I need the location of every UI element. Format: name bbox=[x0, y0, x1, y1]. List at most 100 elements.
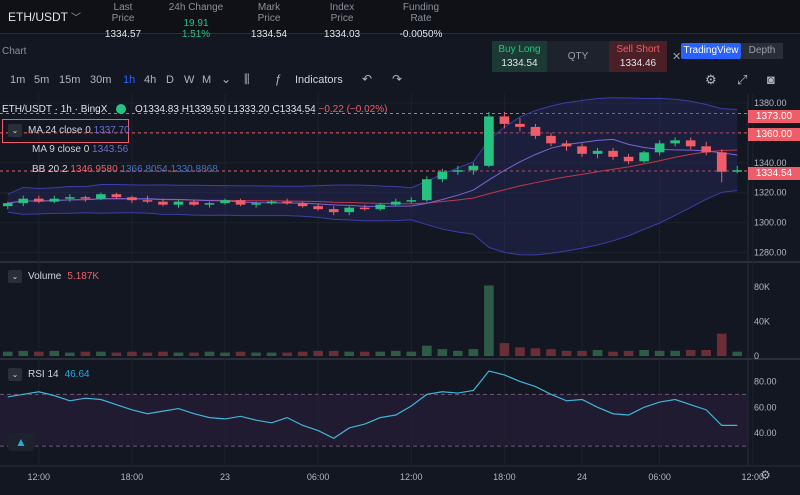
volume-bar bbox=[142, 352, 153, 356]
ma9-value: 1343.56 bbox=[92, 144, 129, 155]
sell-short-button[interactable]: Sell Short 1334.46 bbox=[609, 41, 667, 72]
volume-bar bbox=[670, 350, 680, 356]
legend-change: −0.22 (−0.02%) bbox=[318, 104, 388, 115]
candle-body bbox=[204, 203, 215, 205]
close-icon[interactable]: ✕ bbox=[672, 51, 682, 63]
candle-body bbox=[344, 207, 355, 213]
volume-bar bbox=[189, 352, 199, 356]
candle-body bbox=[313, 206, 323, 210]
bb-label: BB 20 2 bbox=[32, 164, 68, 175]
volume-pane-label[interactable]: ⌄ Volume 5.187K bbox=[8, 270, 99, 283]
candlestick-icon[interactable]: ⫼ bbox=[244, 72, 250, 86]
price-tick-label: 1380.00 bbox=[754, 98, 787, 108]
stat-mark-price: Mark Price 1334.54 bbox=[247, 2, 291, 40]
collapse-icon[interactable]: ⌄ bbox=[8, 124, 22, 137]
stat-value: 1334.03 bbox=[323, 29, 361, 40]
volume-bar bbox=[111, 352, 122, 356]
volume-bar bbox=[127, 351, 137, 356]
candle-body bbox=[685, 140, 696, 147]
rsi-label: RSI 14 bbox=[28, 369, 59, 380]
camera-icon[interactable]: ◙ bbox=[767, 72, 775, 87]
candle-body bbox=[266, 201, 277, 204]
volume-bar bbox=[623, 350, 634, 356]
pair-selector[interactable]: ETH/USDT ﹀ bbox=[8, 9, 81, 24]
volume-bar bbox=[577, 350, 587, 356]
price-tick-label: 1340.00 bbox=[754, 158, 787, 168]
tab-tradingview[interactable]: TradingView bbox=[681, 43, 741, 59]
undo-icon[interactable]: ↶ bbox=[362, 72, 373, 86]
settings-icon[interactable]: ⚙ bbox=[705, 72, 717, 87]
collapse-icon[interactable]: ⌄ bbox=[8, 270, 22, 283]
timeframe-30m[interactable]: 30m bbox=[90, 74, 112, 86]
timeframe-1h[interactable]: 1h bbox=[123, 74, 136, 86]
tab-depth[interactable]: Depth bbox=[741, 43, 783, 59]
timeframe-1m[interactable]: 1m bbox=[10, 74, 26, 86]
collapse-icon[interactable]: ⌄ bbox=[8, 368, 22, 381]
ohlc-legend: ETH/USDT · 1h · BingX O1334.83 H1339.50 … bbox=[2, 104, 387, 115]
candle-body bbox=[437, 171, 448, 180]
volume-bar bbox=[344, 351, 355, 356]
candle-body bbox=[515, 123, 525, 127]
redo-icon[interactable]: ↷ bbox=[392, 72, 403, 86]
volume-bar bbox=[468, 349, 479, 356]
volume-bar bbox=[484, 285, 494, 356]
chart-settings-icon[interactable]: ⚙ bbox=[760, 468, 771, 482]
volume-bar bbox=[2, 351, 13, 356]
stat-value: 19.91 1.51% bbox=[181, 18, 211, 40]
volume-bar bbox=[158, 351, 168, 356]
indicator-ma9[interactable]: MA 9 close 0 1343.56 bbox=[32, 144, 128, 155]
stat-index-price: Index Price 1334.03 bbox=[318, 2, 366, 40]
volume-bar bbox=[65, 352, 75, 356]
time-tick-label: 23 bbox=[220, 472, 230, 482]
candle-body bbox=[111, 194, 122, 198]
timeframe-4h[interactable]: 4h bbox=[144, 74, 157, 86]
timeframe-d[interactable]: D bbox=[166, 74, 174, 86]
indicator-ma24[interactable]: ⌄ MA 24 close 0 1337.70 bbox=[8, 124, 130, 137]
candle-body bbox=[173, 201, 184, 205]
volume-tick-label: 40K bbox=[754, 317, 770, 327]
chevron-down-icon[interactable]: ⌄ bbox=[221, 72, 232, 86]
chart-label: Chart bbox=[2, 46, 27, 57]
volume-tick-label: 0 bbox=[754, 351, 759, 361]
rsi-polyline bbox=[7, 370, 738, 439]
volume-bar bbox=[406, 351, 417, 356]
stat-label: Index Price bbox=[329, 2, 355, 24]
candle-body bbox=[189, 201, 199, 205]
indicators-button[interactable]: Indicators bbox=[295, 74, 343, 86]
price-chart[interactable]: 1380.00 1360.00 1340.00 1320.00 1300.00 1280.… bbox=[0, 94, 800, 495]
volume-bar bbox=[18, 350, 29, 356]
timeframe-w[interactable]: W bbox=[184, 74, 195, 86]
sell-label: Sell Short bbox=[616, 44, 660, 55]
volume-bar bbox=[328, 350, 339, 356]
timeframe-5m[interactable]: 5m bbox=[34, 74, 50, 86]
rsi-line bbox=[7, 370, 738, 439]
indicator-bb[interactable]: BB 20 2 1346.9580 1366.8054 1330.8868 bbox=[32, 164, 218, 175]
buy-long-button[interactable]: Buy Long 1334.54 bbox=[492, 41, 547, 72]
volume-bar bbox=[297, 351, 308, 356]
volume-bar bbox=[251, 352, 261, 356]
rsi-pane-label[interactable]: ⌄ RSI 14 46.64 bbox=[8, 368, 90, 381]
candle-body bbox=[623, 156, 634, 162]
time-tick-label: 12:00 bbox=[28, 472, 51, 482]
volume-bar bbox=[173, 352, 184, 356]
volume-bar bbox=[515, 347, 525, 356]
fullscreen-icon[interactable]: ⤢ bbox=[737, 72, 748, 87]
stat-last-price: Last Price 1334.57 bbox=[103, 2, 143, 40]
volume-bar bbox=[608, 351, 618, 356]
selected-indicator-box[interactable] bbox=[2, 119, 129, 143]
timeframe-m[interactable]: M bbox=[202, 74, 212, 86]
volume-value: 5.187K bbox=[67, 271, 100, 282]
qty-input[interactable]: QTY bbox=[547, 41, 609, 72]
timeframe-15m[interactable]: 15m bbox=[59, 74, 81, 86]
candle-body bbox=[701, 146, 712, 153]
volume-bar bbox=[390, 350, 401, 356]
candle-body bbox=[654, 143, 665, 153]
rsi-tick-label: 40.00 bbox=[754, 428, 777, 438]
price-tick-label: 1320.00 bbox=[754, 188, 787, 198]
volume-bar bbox=[561, 350, 572, 356]
function-icon[interactable]: ƒ bbox=[275, 72, 282, 86]
time-tick-label: 06:00 bbox=[307, 472, 330, 482]
volume-tick-label: 80K bbox=[754, 282, 770, 292]
time-tick-label: 06:00 bbox=[648, 472, 671, 482]
candles bbox=[2, 111, 743, 216]
